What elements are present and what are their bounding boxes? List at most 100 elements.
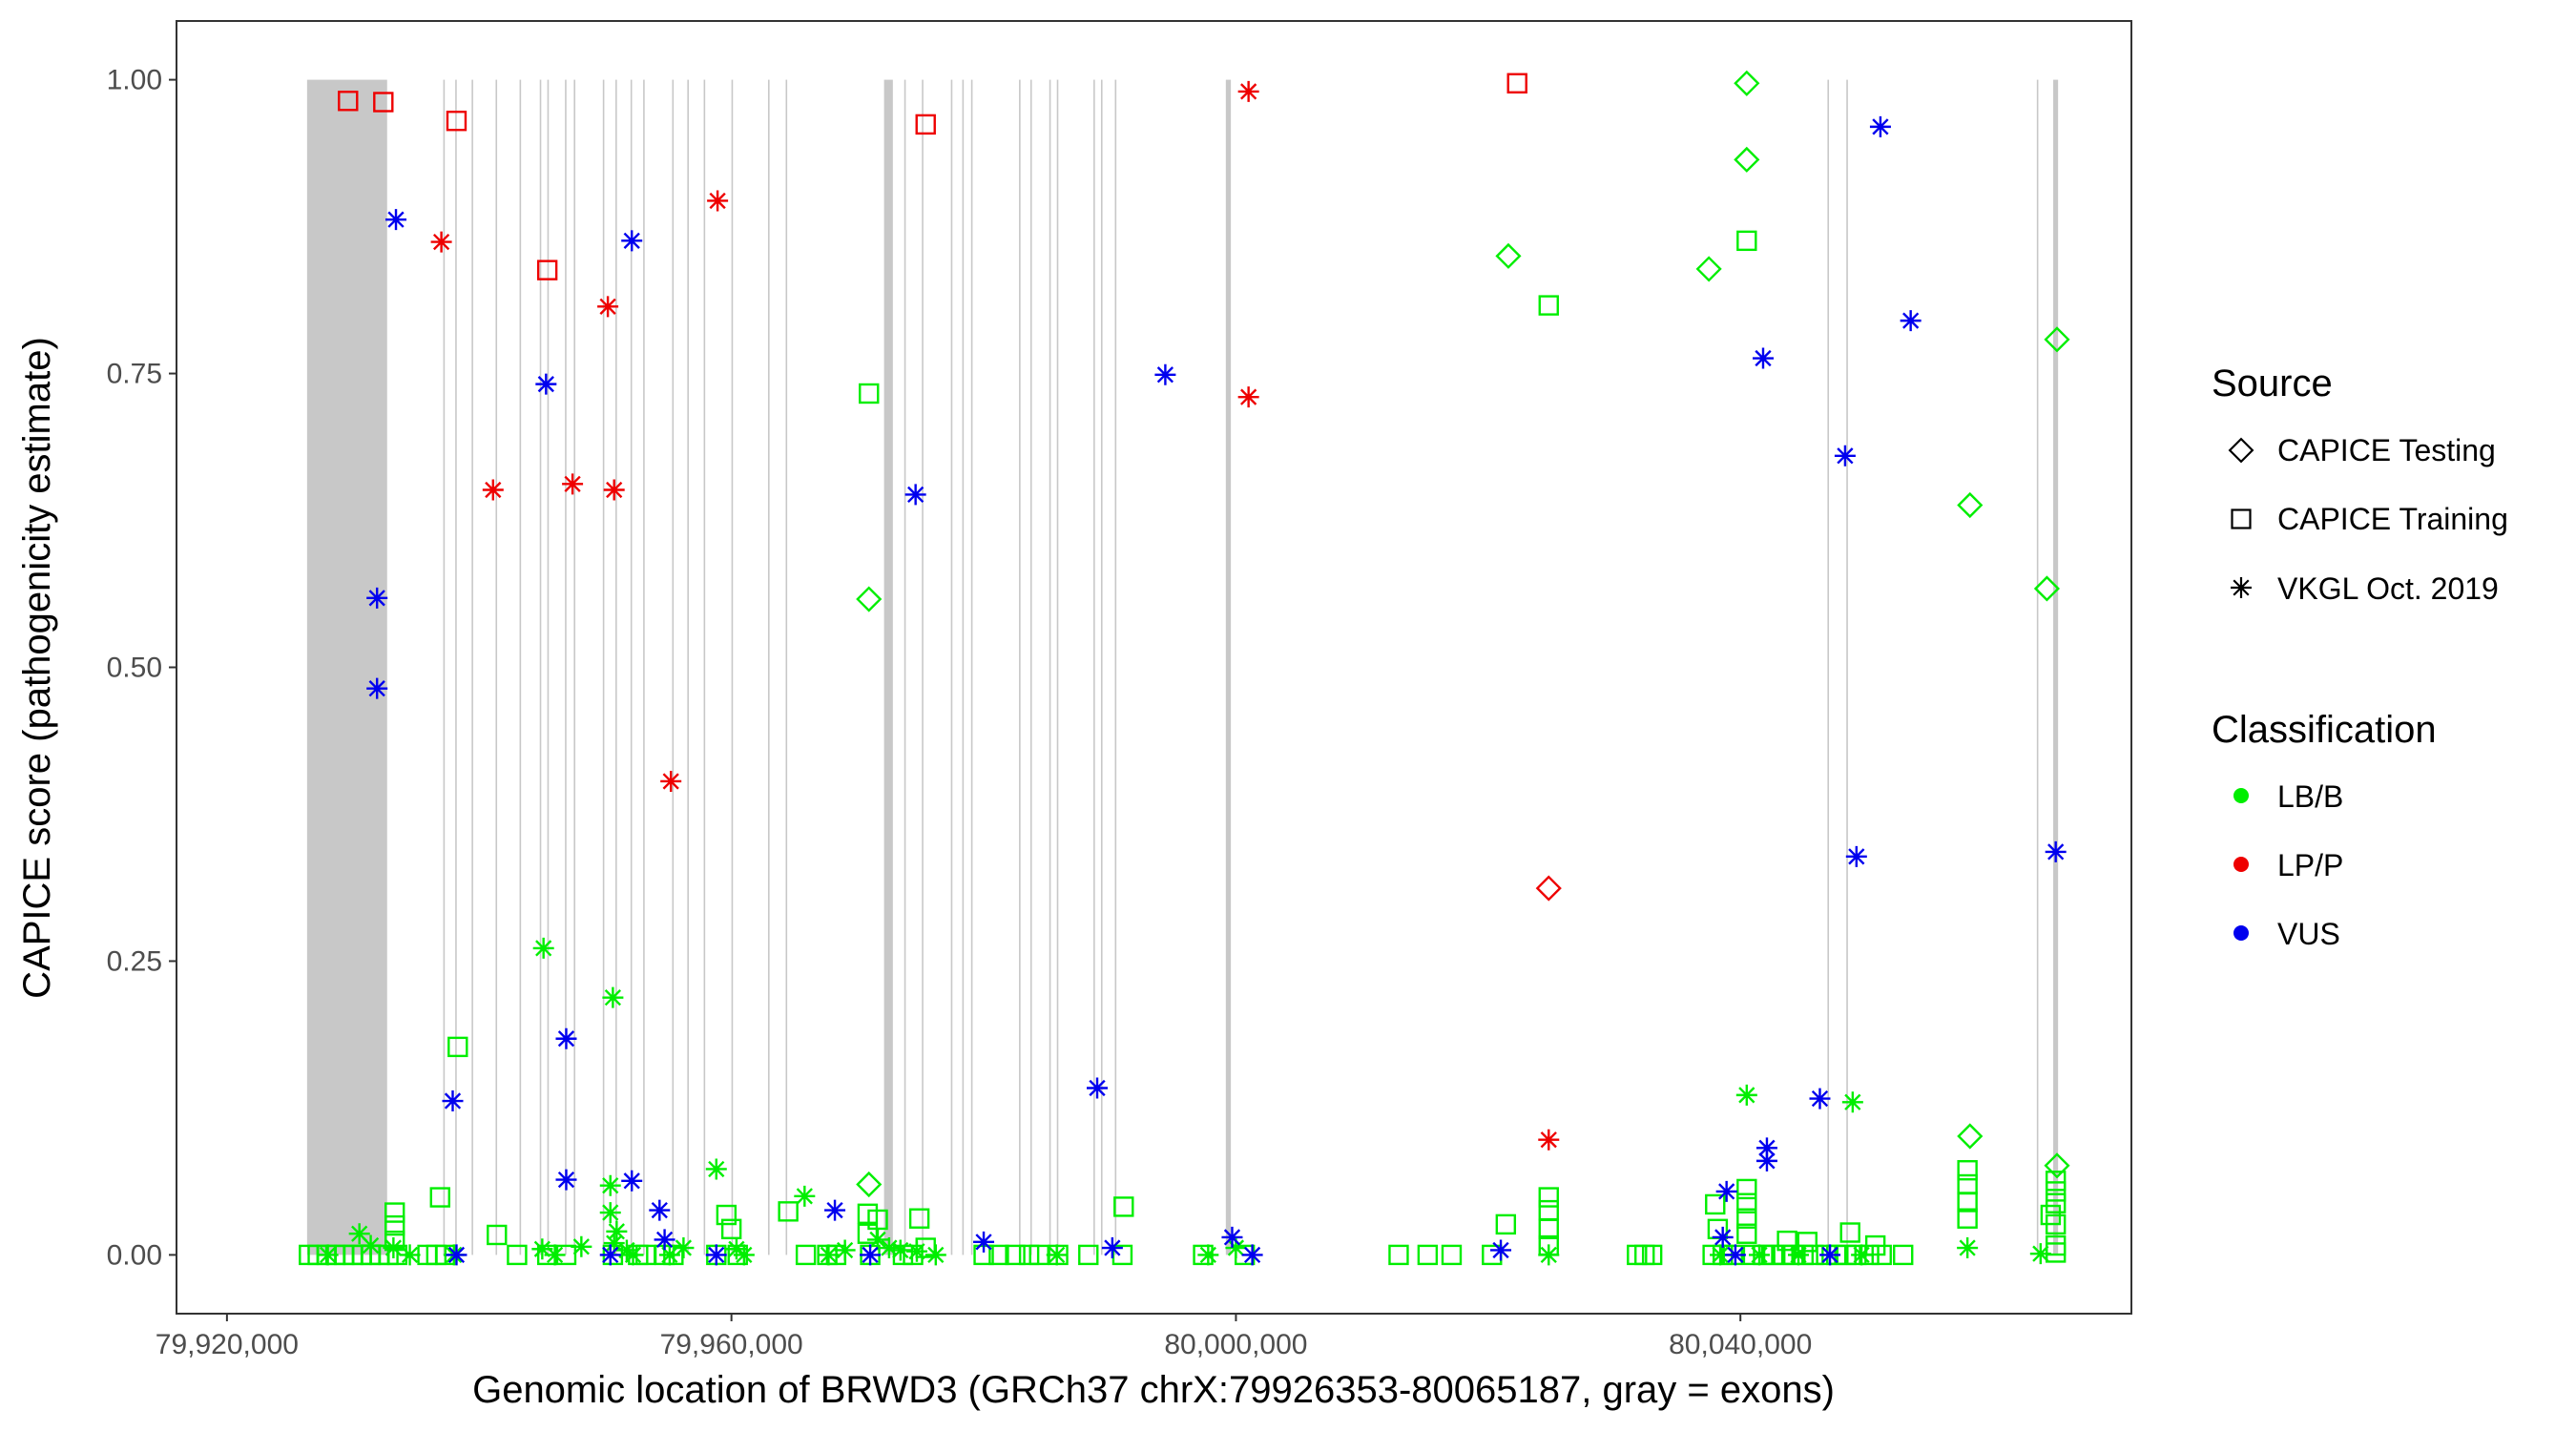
exon-band-2 bbox=[455, 79, 457, 1255]
point-vus-vkgl-oct-2019-8 bbox=[621, 1170, 643, 1192]
point-vus-vkgl-oct-2019-6 bbox=[555, 1169, 577, 1191]
point-lbb-capice-testing-3 bbox=[1695, 256, 1722, 282]
legend-key-source-0 bbox=[2228, 437, 2254, 464]
point-lbb-capice-training-31 bbox=[1839, 1222, 1860, 1243]
point-lbb-vkgl-oct-2019-41 bbox=[1851, 1244, 1873, 1266]
point-vus-vkgl-oct-2019-22 bbox=[1755, 1137, 1777, 1159]
point-lbb-vkgl-oct-2019-22 bbox=[1538, 1244, 1560, 1266]
point-vus-vkgl-oct-2019-30 bbox=[446, 1244, 467, 1266]
point-lbb-vkgl-oct-2019-2 bbox=[705, 1158, 727, 1180]
exon-band-31 bbox=[1100, 79, 1103, 1255]
legend-title-classification: Classification bbox=[2212, 709, 2437, 751]
exon-band-11 bbox=[615, 79, 617, 1255]
exon-band-35 bbox=[1846, 79, 1848, 1255]
point-lpp-vkgl-oct-2019-9 bbox=[1538, 1129, 1560, 1151]
point-lbb-capice-training-76 bbox=[1005, 1244, 1026, 1266]
legend-key-source-2 bbox=[2231, 577, 2252, 598]
y-tick-label-2: 0.50 bbox=[107, 653, 162, 684]
exon-band-22 bbox=[922, 79, 924, 1255]
exon-band-13 bbox=[643, 79, 645, 1255]
exon-band-12 bbox=[630, 79, 633, 1255]
point-lbb-vkgl-oct-2019-19 bbox=[905, 1240, 927, 1262]
exon-band-7 bbox=[547, 79, 550, 1255]
point-lbb-capice-training-58 bbox=[507, 1244, 528, 1266]
point-vus-vkgl-oct-2019-29 bbox=[2045, 840, 2067, 862]
point-lbb-vkgl-oct-2019-32 bbox=[658, 1244, 680, 1266]
point-vus-vkgl-oct-2019-20 bbox=[1712, 1226, 1734, 1248]
legend-label-lbb: LB/B bbox=[2277, 779, 2343, 814]
legend-key-classification-0 bbox=[2233, 788, 2249, 803]
legend: Source CAPICE Testing CAPICE Training VK… bbox=[2212, 363, 2508, 951]
point-lbb-capice-training-0 bbox=[859, 383, 880, 404]
point-vus-vkgl-oct-2019-4 bbox=[535, 373, 557, 395]
point-lbb-capice-training-40 bbox=[2045, 1192, 2067, 1213]
point-vus-vkgl-oct-2019-18 bbox=[1490, 1239, 1512, 1261]
point-vus-vkgl-oct-2019-26 bbox=[1845, 845, 1867, 867]
point-lbb-vkgl-oct-2019-6 bbox=[606, 1220, 628, 1242]
exon-band-36 bbox=[2036, 79, 2039, 1255]
point-lbb-capice-training-38 bbox=[2045, 1171, 2067, 1192]
point-vus-vkgl-oct-2019-10 bbox=[654, 1229, 675, 1251]
x-axis: 79,920,000 79,960,000 80,000,000 80,040,000 bbox=[156, 1314, 1812, 1360]
x-tick-label-3: 80,040,000 bbox=[1669, 1329, 1812, 1360]
point-vus-vkgl-oct-2019-34 bbox=[1241, 1244, 1263, 1266]
exon-band-33 bbox=[1225, 79, 1232, 1255]
exon-band-26 bbox=[1019, 79, 1021, 1255]
exon-band-20 bbox=[883, 79, 893, 1255]
legend-title-source: Source bbox=[2212, 363, 2333, 404]
point-lbb-vkgl-oct-2019-14 bbox=[673, 1237, 695, 1259]
point-lpp-vkgl-oct-2019-3 bbox=[597, 296, 619, 318]
point-vus-vkgl-oct-2019-14 bbox=[1087, 1077, 1109, 1099]
legend-label-capice-training: CAPICE Training bbox=[2277, 502, 2508, 536]
point-lbb-capice-testing-10 bbox=[2044, 1152, 2070, 1179]
point-lbb-capice-training-27 bbox=[1705, 1193, 1726, 1215]
point-lpp-vkgl-oct-2019-4 bbox=[603, 479, 625, 501]
y-tick-label-1: 0.25 bbox=[107, 945, 162, 977]
legend-label-capice-testing: CAPICE Testing bbox=[2277, 433, 2496, 467]
exon-band-1 bbox=[443, 79, 446, 1255]
y-tick-label-4: 1.00 bbox=[107, 65, 162, 96]
point-lpp-capice-training-3 bbox=[536, 259, 558, 280]
point-vus-vkgl-oct-2019-27 bbox=[1869, 115, 1891, 137]
point-lbb-vkgl-oct-2019-27 bbox=[317, 1244, 339, 1266]
point-lbb-capice-training-39 bbox=[2045, 1181, 2067, 1202]
point-lbb-vkgl-oct-2019-4 bbox=[599, 1174, 621, 1196]
point-lbb-vkgl-oct-2019-5 bbox=[599, 1202, 621, 1224]
point-lpp-vkgl-oct-2019-7 bbox=[1237, 80, 1259, 102]
point-vus-vkgl-oct-2019-0 bbox=[366, 587, 388, 609]
point-vus-vkgl-oct-2019-2 bbox=[385, 209, 407, 231]
point-lbb-vkgl-oct-2019-16 bbox=[866, 1229, 888, 1251]
exon-bands bbox=[306, 79, 2059, 1255]
point-lbb-vkgl-oct-2019-36 bbox=[1046, 1244, 1068, 1266]
point-lbb-capice-testing-2 bbox=[1495, 242, 1522, 269]
point-vus-vkgl-oct-2019-9 bbox=[649, 1199, 671, 1221]
point-vus-vkgl-oct-2019-13 bbox=[973, 1231, 995, 1253]
point-vus-vkgl-oct-2019-16 bbox=[1154, 363, 1176, 385]
point-vus-vkgl-oct-2019-17 bbox=[1221, 1226, 1243, 1248]
point-lbb-capice-training-29 bbox=[1776, 1230, 1797, 1252]
point-lpp-vkgl-oct-2019-6 bbox=[707, 190, 729, 212]
point-lbb-capice-training-6 bbox=[487, 1224, 508, 1246]
exon-band-24 bbox=[962, 79, 965, 1255]
point-lbb-capice-training-13 bbox=[908, 1208, 930, 1229]
exon-band-25 bbox=[970, 79, 973, 1255]
exon-band-5 bbox=[519, 79, 522, 1255]
exon-band-34 bbox=[1827, 79, 1830, 1255]
point-lbb-capice-training-24 bbox=[1736, 1192, 1757, 1213]
point-lbb-capice-training-41 bbox=[2045, 1213, 2067, 1235]
point-lbb-capice-training-17 bbox=[1736, 230, 1757, 252]
y-axis: 0.00 0.25 0.50 0.75 1.00 bbox=[107, 65, 177, 1271]
point-lbb-capice-training-15 bbox=[1113, 1196, 1134, 1217]
point-lbb-vkgl-oct-2019-12 bbox=[603, 1233, 625, 1255]
exon-band-32 bbox=[1114, 79, 1117, 1255]
point-lbb-capice-training-3 bbox=[384, 1202, 405, 1223]
point-vus-vkgl-oct-2019-31 bbox=[599, 1244, 621, 1266]
point-lbb-vkgl-oct-2019-1 bbox=[602, 986, 624, 1008]
point-lbb-capice-training-85 bbox=[1417, 1244, 1439, 1266]
point-vus-vkgl-oct-2019-21 bbox=[1752, 347, 1774, 369]
point-lbb-capice-training-68 bbox=[795, 1244, 817, 1266]
exon-band-15 bbox=[687, 79, 689, 1255]
point-lbb-vkgl-oct-2019-20 bbox=[834, 1239, 856, 1261]
point-lbb-vkgl-oct-2019-15 bbox=[725, 1238, 747, 1260]
point-lbb-vkgl-oct-2019-21 bbox=[1225, 1237, 1247, 1259]
